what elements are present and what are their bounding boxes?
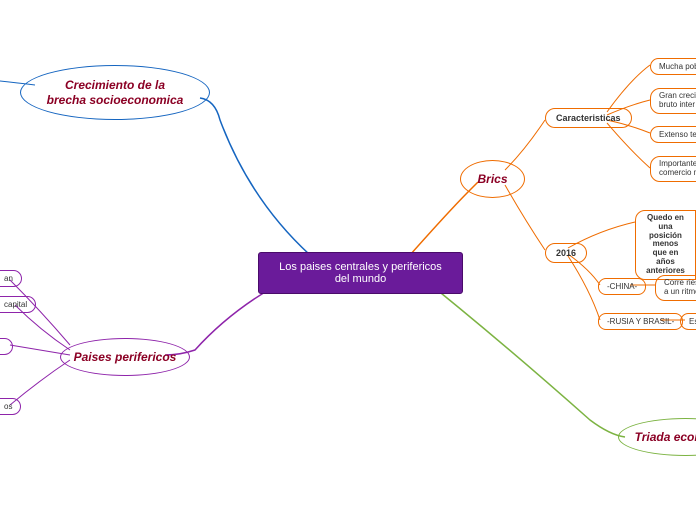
y2016-rusia-desc[interactable]: Esta bbox=[680, 313, 696, 330]
caract-leaf-2[interactable]: Gran crecim bruto inter bbox=[650, 88, 696, 114]
caract-leaf-3[interactable]: Extenso territ bbox=[650, 126, 696, 143]
y2016-china-label: -CHINA- bbox=[607, 282, 637, 291]
y2016-rusia-label: -RUSIA Y BRASIL- bbox=[607, 317, 674, 326]
y2016-china[interactable]: -CHINA- bbox=[598, 278, 646, 295]
perifericos-label: Paises perifericos bbox=[74, 350, 177, 364]
y2016-rusia-d: Esta bbox=[689, 317, 696, 326]
perifericos-leaf-1-label: an bbox=[4, 274, 13, 283]
perifericos-leaf-3-label bbox=[4, 342, 6, 351]
crecimiento-label: Crecimiento de la brecha socioeconomica bbox=[47, 78, 184, 107]
y2016-china-d2: a un ritmo inf bbox=[664, 288, 696, 297]
caract-leaf-4b-label: comercio m bbox=[659, 169, 696, 178]
node-brics[interactable]: Brics bbox=[460, 160, 525, 198]
perifericos-leaf-4[interactable]: os bbox=[0, 398, 21, 415]
perifericos-leaf-3[interactable] bbox=[0, 338, 13, 355]
center-label: Los paises centrales y perifericos del m… bbox=[279, 261, 442, 285]
caract-leaf-1-label: Mucha poblaci bbox=[659, 62, 696, 71]
y2016-leaf-pos[interactable]: Quedo en una posición menos que en años … bbox=[635, 210, 696, 280]
caracteristicas-label: Caracteristicas bbox=[556, 113, 621, 123]
perifericos-leaf-2[interactable]: capital bbox=[0, 296, 36, 313]
brics-label: Brics bbox=[477, 172, 507, 186]
node-triada[interactable]: Triada economica bbox=[618, 418, 696, 456]
caract-leaf-3-label: Extenso territ bbox=[659, 130, 696, 139]
y2016-label: 2016 bbox=[556, 248, 576, 258]
perifericos-leaf-4-label: os bbox=[4, 402, 12, 411]
perifericos-leaf-1[interactable]: an bbox=[0, 270, 22, 287]
node-crecimiento[interactable]: Crecimiento de la brecha socioeconomica bbox=[20, 65, 210, 120]
node-perifericos[interactable]: Paises perifericos bbox=[60, 338, 190, 376]
node-2016[interactable]: 2016 bbox=[545, 243, 587, 263]
center-node[interactable]: Los paises centrales y perifericos del m… bbox=[258, 252, 463, 294]
y2016-leaf-pos-1: Quedo en una posición menos bbox=[644, 214, 687, 249]
node-caracteristicas[interactable]: Caracteristicas bbox=[545, 108, 632, 128]
caract-leaf-1[interactable]: Mucha poblaci bbox=[650, 58, 696, 75]
triada-label: Triada economica bbox=[635, 430, 696, 444]
perifericos-leaf-2-label: capital bbox=[4, 300, 27, 309]
caract-leaf-4[interactable]: Importante comercio m bbox=[650, 156, 696, 182]
caract-leaf-2b-label: bruto inter bbox=[659, 101, 695, 110]
y2016-rusia[interactable]: -RUSIA Y BRASIL- bbox=[598, 313, 683, 330]
y2016-china-desc[interactable]: Corre riesgo d a un ritmo inf bbox=[655, 275, 696, 301]
y2016-leaf-pos-2: que en años anteriores bbox=[644, 249, 687, 275]
